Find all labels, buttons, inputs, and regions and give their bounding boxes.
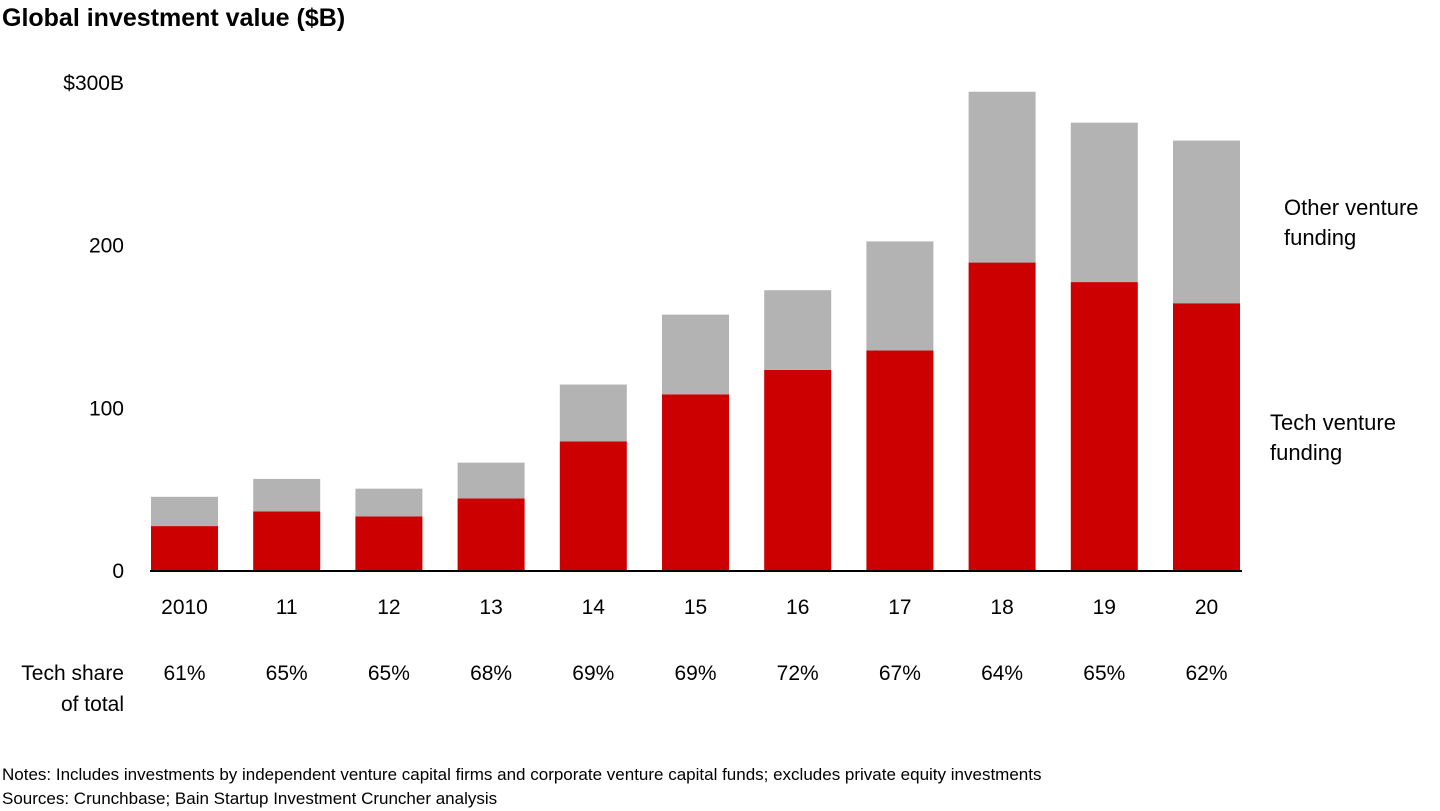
y-tick-label: 200 bbox=[89, 235, 124, 258]
tech-share-value: 64% bbox=[981, 662, 1023, 685]
legend-tech: funding bbox=[1270, 440, 1342, 465]
bar-other bbox=[151, 496, 218, 527]
x-tick-label: 15 bbox=[684, 596, 707, 619]
x-tick-label: 20 bbox=[1195, 596, 1218, 619]
bar-tech bbox=[253, 511, 321, 570]
x-tick-label: 16 bbox=[786, 596, 809, 619]
bar-tech bbox=[1070, 282, 1138, 570]
bar-tech bbox=[662, 394, 729, 570]
bar-tech bbox=[1173, 303, 1240, 570]
y-tick-label: $300B bbox=[63, 72, 124, 95]
stacked-bar-chart: 0 100 200 $300B 2010 61% 11 65% 12 65% 13 68% 14 69% 1… bbox=[21, 72, 1419, 716]
x-tick-label: 17 bbox=[888, 596, 911, 619]
bar-other bbox=[253, 478, 321, 512]
tech-share-value: 67% bbox=[879, 662, 921, 685]
bar-other bbox=[457, 462, 525, 499]
tech-share-label: Tech share bbox=[21, 662, 124, 685]
x-tick-label: 13 bbox=[479, 596, 502, 619]
bar-tech bbox=[457, 498, 525, 570]
x-tick-label: 19 bbox=[1093, 596, 1116, 619]
legend-other: funding bbox=[1284, 225, 1356, 250]
bar-tech bbox=[151, 526, 218, 570]
bar-tech bbox=[559, 441, 627, 570]
bar-other bbox=[866, 241, 934, 351]
tech-share-value: 72% bbox=[777, 662, 819, 685]
x-tick-label: 14 bbox=[582, 596, 606, 619]
chart-title: Global investment value ($B) bbox=[2, 4, 346, 32]
bar-other bbox=[355, 488, 423, 517]
bar-other bbox=[662, 314, 729, 395]
tech-share-value: 61% bbox=[163, 662, 205, 685]
x-tick-label: 2010 bbox=[161, 596, 208, 619]
tech-share-value: 65% bbox=[368, 662, 410, 685]
x-tick-label: 11 bbox=[276, 596, 298, 619]
tech-share-value: 68% bbox=[470, 662, 512, 685]
bar-other bbox=[968, 91, 1036, 263]
x-tick-label: 18 bbox=[990, 596, 1013, 619]
notes-line: Notes: Includes investments by independe… bbox=[2, 765, 1042, 784]
sources-line: Sources: Crunchbase; Bain Startup Invest… bbox=[2, 789, 498, 808]
bar-tech bbox=[968, 262, 1036, 570]
bar-tech bbox=[866, 350, 934, 570]
tech-share-value: 62% bbox=[1185, 662, 1227, 685]
bar-other bbox=[559, 384, 627, 442]
bar-other bbox=[1173, 140, 1240, 304]
legend-tech: Tech venture bbox=[1270, 410, 1396, 435]
x-tick-label: 12 bbox=[377, 596, 400, 619]
tech-share-value: 65% bbox=[266, 662, 308, 685]
bar-tech bbox=[355, 516, 423, 570]
bar-other bbox=[764, 290, 832, 370]
tech-share-label: of total bbox=[61, 693, 124, 716]
bar-tech bbox=[764, 369, 832, 570]
bar-other bbox=[1070, 122, 1138, 283]
y-tick-label: 100 bbox=[89, 397, 124, 420]
legend-other: Other venture bbox=[1284, 195, 1419, 220]
notes: Notes: Includes investments by independe… bbox=[2, 763, 1041, 811]
tech-share-value: 69% bbox=[674, 662, 716, 685]
tech-share-value: 69% bbox=[572, 662, 614, 685]
y-tick-label: 0 bbox=[112, 560, 124, 583]
tech-share-value: 65% bbox=[1083, 662, 1125, 685]
